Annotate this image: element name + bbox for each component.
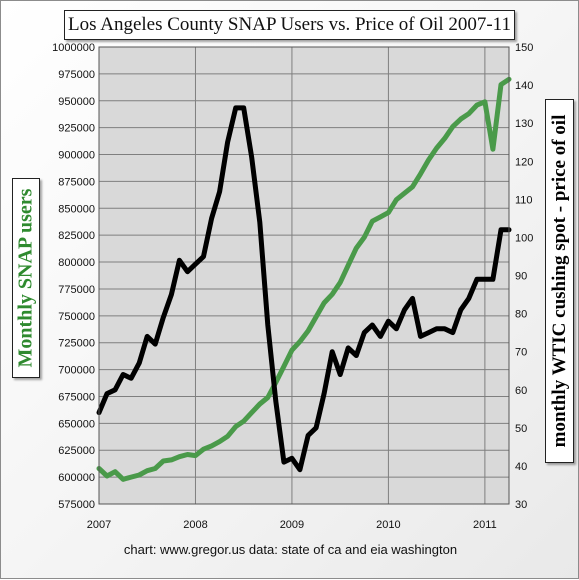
- x-tick-label: 2010: [376, 519, 400, 531]
- right-tick-label: 60: [515, 385, 527, 397]
- left-tick-label: 575000: [58, 499, 95, 511]
- right-tick-label: 70: [515, 347, 527, 359]
- left-tick-label: 775000: [58, 284, 95, 296]
- left-tick-label: 850000: [58, 203, 95, 215]
- left-axis-label-text: Monthly SNAP users: [14, 188, 37, 368]
- left-tick-label: 825000: [58, 230, 95, 242]
- right-tick-label: 50: [515, 423, 527, 435]
- left-tick-label: 900000: [58, 150, 95, 162]
- series-line-snap: [96, 76, 512, 482]
- right-tick-label: 130: [515, 118, 533, 130]
- plot-area: [99, 47, 509, 504]
- left-tick-label: 700000: [58, 365, 95, 377]
- right-tick-label: 30: [515, 499, 527, 511]
- left-tick-label: 625000: [58, 445, 95, 457]
- left-tick-label: 950000: [58, 96, 95, 108]
- right-axis-label-text: monthly WTIC cushing spot - price of oil: [548, 114, 570, 448]
- right-tick-label: 90: [515, 271, 527, 283]
- left-tick-label: 925000: [58, 123, 95, 135]
- left-tick-label: 875000: [58, 176, 95, 188]
- left-tick-label: 975000: [58, 69, 95, 81]
- right-tick-label: 80: [515, 309, 527, 321]
- left-tick-label: 675000: [58, 391, 95, 403]
- right-tick-label: 40: [515, 461, 527, 473]
- right-tick-label: 100: [515, 232, 533, 244]
- right-axis-label: monthly WTIC cushing spot - price of oil: [545, 99, 574, 463]
- x-tick-label: 2007: [87, 519, 111, 531]
- chart-title-text: Los Angeles County SNAP Users vs. Price …: [68, 14, 511, 35]
- left-axis-label: Monthly SNAP users: [12, 178, 40, 378]
- right-tick-label: 120: [515, 156, 533, 168]
- left-tick-label: 650000: [58, 418, 95, 430]
- left-tick-label: 1000000: [52, 42, 95, 54]
- x-tick-label: 2011: [473, 519, 497, 531]
- right-tick-label: 150: [515, 42, 533, 54]
- x-tick-label: 2009: [280, 519, 304, 531]
- left-tick-label: 800000: [58, 257, 95, 269]
- chart-title: Los Angeles County SNAP Users vs. Price …: [64, 10, 515, 40]
- series-line-oil: [96, 105, 512, 473]
- left-tick-label: 725000: [58, 338, 95, 350]
- left-tick-label: 750000: [58, 311, 95, 323]
- left-tick-label: 600000: [58, 472, 95, 484]
- chart-credit: chart: www.gregor.us data: state of ca a…: [123, 542, 458, 557]
- plot-border: [98, 46, 510, 505]
- right-tick-label: 140: [515, 80, 533, 92]
- x-tick-label: 2008: [183, 519, 207, 531]
- right-tick-label: 110: [515, 194, 533, 206]
